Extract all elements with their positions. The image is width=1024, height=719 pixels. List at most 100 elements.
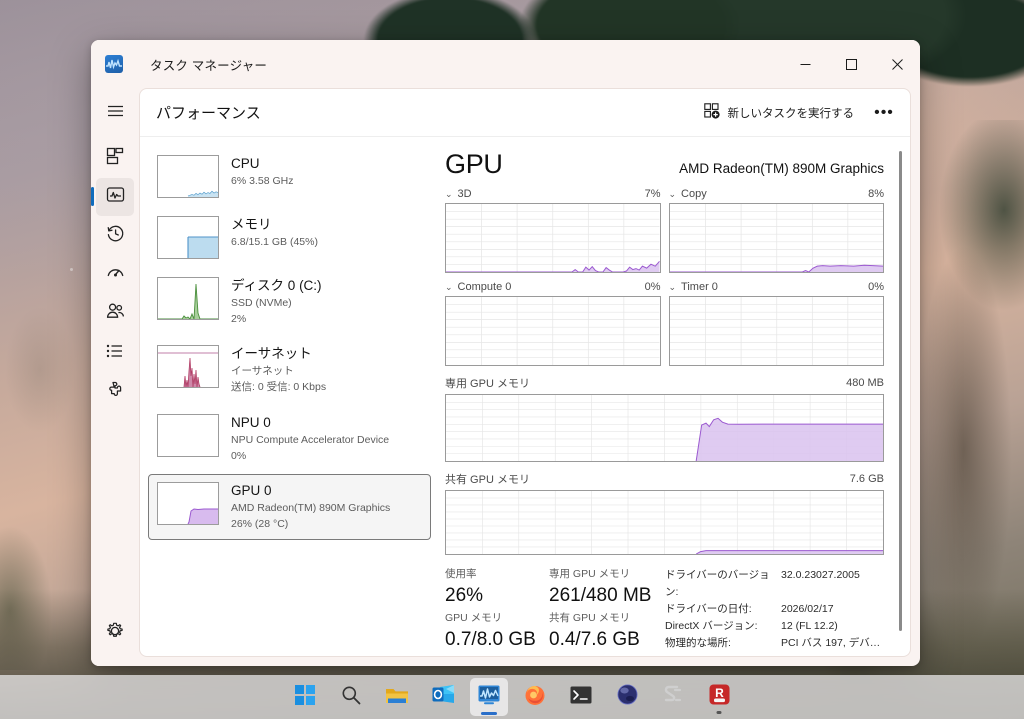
content-card: パフォーマンス bbox=[139, 88, 911, 657]
info-value: 2026/02/17 bbox=[781, 603, 834, 615]
device-name: NPU 0 bbox=[231, 414, 271, 430]
performance-pulse-icon bbox=[106, 185, 125, 209]
engine-compute0-label: Compute 0 bbox=[457, 281, 512, 293]
info-key: ドライバーの日付: bbox=[665, 603, 752, 615]
device-sub1: 6% 3.58 GHz bbox=[231, 174, 294, 187]
engine-copy-label: Copy bbox=[681, 188, 707, 200]
dedicated-memory-max: 480 MB bbox=[846, 377, 884, 389]
engine-copy-header[interactable]: ⌄ Copy 8% bbox=[669, 188, 885, 200]
device-item-ethernet[interactable]: イーサネット イーサネット 送信: 0 受信: 0 Kbps bbox=[148, 337, 431, 403]
new-task-icon bbox=[703, 103, 720, 122]
info-row: ドライバーの日付: 2026/02/17 bbox=[665, 601, 884, 618]
engine-timer0-label: Timer 0 bbox=[681, 281, 718, 293]
dedicated-memory-label: 専用 GPU メモリ bbox=[445, 378, 530, 390]
device-sub2: 2% bbox=[231, 313, 247, 326]
vertical-scrollbar[interactable] bbox=[896, 151, 905, 641]
more-options-button[interactable]: ••• bbox=[874, 103, 894, 121]
info-value: PCI バス 197, デバイ… bbox=[781, 637, 884, 649]
sidebar-item-details[interactable] bbox=[96, 334, 134, 372]
firefox-button[interactable] bbox=[516, 678, 554, 716]
chevron-down-icon: ⌄ bbox=[668, 281, 677, 292]
device-text-disk: ディスク 0 (C:) SSD (NVMe) 2% bbox=[231, 277, 322, 327]
info-value: 32.0.23027.2005 bbox=[781, 569, 860, 581]
maximize-button[interactable] bbox=[828, 40, 874, 88]
stat-label: 使用率 bbox=[445, 568, 477, 580]
outlook-button[interactable] bbox=[424, 678, 462, 716]
page-title: パフォーマンス bbox=[156, 105, 261, 122]
engine-3d-label: 3D bbox=[457, 188, 472, 200]
processes-icon bbox=[106, 147, 124, 170]
services-puzzle-icon bbox=[106, 380, 125, 404]
hamburger-menu-icon[interactable] bbox=[96, 92, 134, 130]
window-controls bbox=[782, 40, 920, 88]
wallpaper-speck bbox=[70, 268, 73, 271]
gear-icon bbox=[106, 622, 124, 645]
stat-value: 0.7/8.0 GB bbox=[445, 629, 536, 651]
search-button[interactable] bbox=[332, 678, 370, 716]
file-explorer-button[interactable] bbox=[378, 678, 416, 716]
sidebar-item-processes[interactable] bbox=[96, 139, 134, 177]
details-list-icon bbox=[106, 343, 124, 364]
device-text-ethernet: イーサネット イーサネット 送信: 0 受信: 0 Kbps bbox=[231, 345, 326, 395]
engine-timer0-header[interactable]: ⌄ Timer 0 0% bbox=[669, 281, 885, 293]
window-body: パフォーマンス bbox=[91, 88, 920, 666]
dedicated-memory-graph bbox=[445, 394, 884, 462]
device-text-cpu: CPU 6% 3.58 GHz bbox=[231, 155, 293, 189]
sidebar-item-startup-apps[interactable] bbox=[96, 256, 134, 294]
sidebar-item-app-history[interactable] bbox=[96, 217, 134, 255]
device-item-memory[interactable]: メモリ 6.8/15.1 GB (45%) bbox=[148, 208, 431, 267]
run-new-task-button[interactable]: 新しいタスクを実行する bbox=[694, 97, 865, 129]
device-name: CPU bbox=[231, 156, 260, 171]
shortcut-button[interactable] bbox=[654, 678, 692, 716]
task-manager-button[interactable] bbox=[470, 678, 508, 716]
engine-compute0-value: 0% bbox=[644, 281, 661, 293]
stat-column-middle: 専用 GPU メモリ 261/480 MB 共有 GPU メモリ 0.4/7.6… bbox=[549, 567, 653, 656]
window-title: タスク マネージャー bbox=[150, 58, 268, 73]
engine-row-2: ⌄ Compute 0 0% bbox=[445, 281, 884, 366]
run-new-task-label: 新しいタスクを実行する bbox=[727, 107, 855, 120]
sidebar-item-performance[interactable] bbox=[91, 178, 134, 216]
sidebar-item-services[interactable] bbox=[96, 373, 134, 411]
terminal-button[interactable] bbox=[562, 678, 600, 716]
task-manager-window: タスク マネージャー bbox=[91, 40, 920, 666]
navigation-rail bbox=[91, 88, 139, 666]
device-text-npu: NPU 0 NPU Compute Accelerator Device 0% bbox=[231, 414, 389, 464]
device-sub1: SSD (NVMe) bbox=[231, 296, 292, 309]
start-button[interactable] bbox=[286, 678, 324, 716]
blue-orb-icon bbox=[616, 684, 638, 710]
engine-compute0: ⌄ Compute 0 0% bbox=[445, 281, 661, 366]
device-sub1: NPU Compute Accelerator Device bbox=[231, 433, 390, 446]
stat-label: 共有 GPU メモリ bbox=[549, 612, 631, 625]
engine-compute0-header[interactable]: ⌄ Compute 0 0% bbox=[445, 281, 661, 293]
device-item-disk[interactable]: ディスク 0 (C:) SSD (NVMe) 2% bbox=[148, 269, 431, 335]
device-sub1: 6.8/15.1 GB (45%) bbox=[231, 235, 318, 248]
device-name: イーサネット bbox=[231, 346, 312, 362]
device-sub1: AMD Radeon(TM) 890M Graphics bbox=[231, 501, 391, 514]
engine-compute0-graph bbox=[445, 296, 661, 366]
task-manager-icon bbox=[105, 55, 123, 73]
device-item-cpu[interactable]: CPU 6% 3.58 GHz bbox=[148, 147, 431, 206]
task-manager-icon bbox=[478, 685, 500, 710]
device-thumbnail-gpu bbox=[157, 481, 219, 525]
toolbar-actions: 新しいタスクを実行する ••• bbox=[694, 97, 901, 129]
engine-copy-value: 8% bbox=[868, 188, 884, 200]
info-row: ドライバーのバージョン: 32.0.23027.2005 bbox=[665, 567, 884, 601]
engine-3d: ⌄ 3D 7% bbox=[445, 188, 661, 273]
dedicated-memory-header: 専用 GPU メモリ 480 MB bbox=[445, 375, 884, 391]
r-app-button[interactable]: R bbox=[700, 678, 738, 716]
device-item-gpu[interactable]: GPU 0 AMD Radeon(TM) 890M Graphics 26% (… bbox=[148, 473, 431, 541]
sidebar-item-users[interactable] bbox=[96, 295, 134, 333]
scrollbar-thumb[interactable] bbox=[899, 151, 902, 631]
minimize-button[interactable] bbox=[782, 40, 828, 88]
gpu-heading: GPU bbox=[445, 149, 503, 179]
outlook-icon bbox=[432, 684, 455, 710]
settings-button[interactable] bbox=[96, 614, 134, 652]
device-name: メモリ bbox=[231, 217, 272, 232]
close-button[interactable] bbox=[874, 40, 920, 88]
info-value: 12 (FL 12.2) bbox=[781, 620, 838, 632]
engine-3d-header[interactable]: ⌄ 3D 7% bbox=[445, 188, 661, 200]
edge-button[interactable] bbox=[608, 678, 646, 716]
gpu-stats: 使用率 26% GPU メモリ 0.7/8.0 GB 専用 GPU メモリ 26… bbox=[445, 567, 884, 656]
stat-label: 専用 GPU メモリ bbox=[549, 568, 631, 580]
device-item-npu[interactable]: NPU 0 NPU Compute Accelerator Device 0% bbox=[148, 406, 431, 472]
